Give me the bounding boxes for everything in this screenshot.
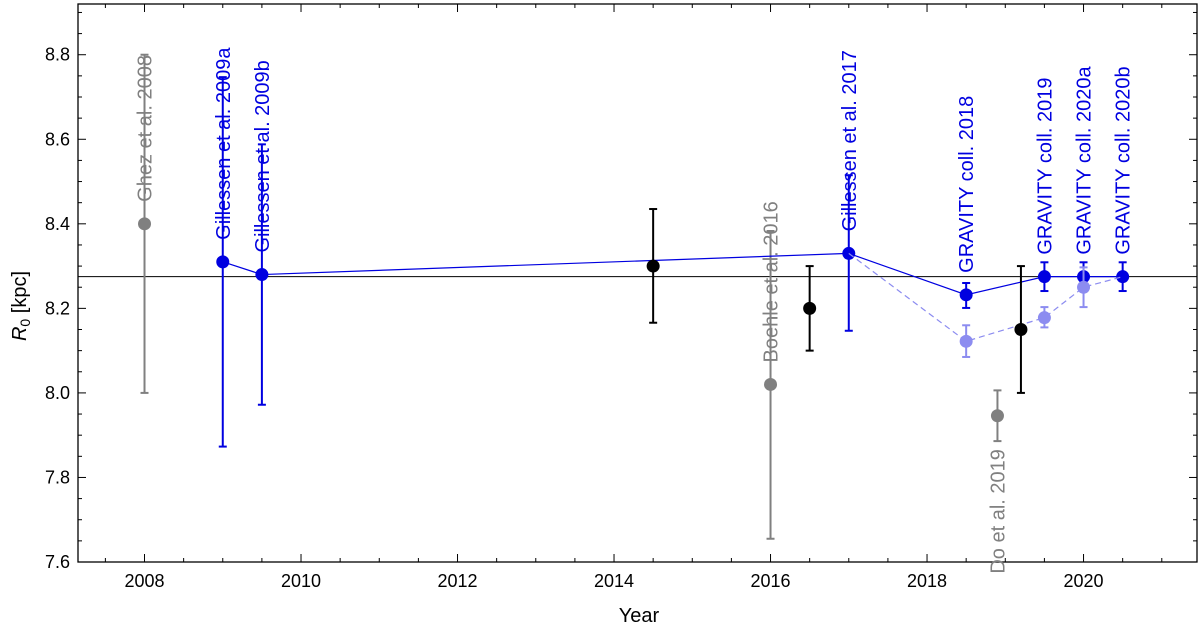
point-annotation: Gillessen et al. 2009b	[252, 60, 274, 252]
series-line-lightblue	[848, 252, 1123, 342]
point-annotation: GRAVITY coll. 2020a	[1074, 66, 1096, 255]
y-tick-label: 8.8	[45, 45, 70, 65]
point-annotation: Gillessen et al. 2009a	[213, 47, 235, 240]
axes-layer: 2008 2010 2012 2014 2016 2018 2020 7.6 7.8 8.0 8.2…	[45, 3, 1198, 591]
point-annotation: Gillessen et al. 2017	[839, 50, 861, 231]
data-point-blue	[1037, 270, 1051, 284]
x-tick-label: 2012	[437, 571, 477, 591]
y-tick-label: 7.6	[45, 552, 70, 572]
x-tick-label: 2010	[281, 571, 321, 591]
series-layer	[138, 53, 1130, 540]
data-point-black	[1014, 323, 1028, 336]
data-point-black	[646, 259, 660, 273]
x-tick-label: 2018	[907, 571, 947, 591]
y-tick-label: 8.6	[45, 129, 70, 149]
series-line-blue	[222, 252, 1123, 296]
x-tick-label: 2014	[594, 571, 634, 591]
x-tick-label: 2016	[751, 571, 791, 591]
data-point-blue	[959, 288, 973, 302]
y-tick-label: 8.4	[45, 214, 70, 234]
y-tick-label: 7.8	[45, 467, 70, 487]
data-point-black	[803, 301, 817, 315]
x-axis-label: Year	[619, 605, 660, 627]
y-axis-label-rest: [kpc]	[9, 271, 31, 319]
data-point-lightblue	[1037, 311, 1051, 325]
point-annotation: Do et al. 2019	[987, 449, 1009, 574]
point-annotation: GRAVITY coll. 2020b	[1113, 66, 1135, 254]
data-point-gray	[138, 217, 152, 231]
data-point-blue	[216, 255, 230, 269]
y-tick-label: 8.2	[45, 298, 70, 318]
point-annotation: GRAVITY coll. 2018	[956, 96, 978, 273]
y-axis-label: R0 [kpc]	[9, 271, 33, 341]
x-tick-label: 2008	[124, 571, 164, 591]
data-point-lightblue	[1077, 280, 1091, 294]
y-axis-label-main: R	[9, 327, 31, 341]
y-axis-label-sub: 0	[17, 319, 33, 327]
data-point-blue	[255, 268, 269, 282]
data-point-lightblue	[959, 334, 973, 348]
x-tick-label: 2020	[1064, 571, 1104, 591]
plot-frame	[77, 3, 1198, 563]
annotations-layer: Ghez et al. 2008 Boehle et al. 2016 Do et …	[135, 47, 1135, 574]
data-point-blue	[1116, 270, 1130, 284]
data-point-gray	[990, 409, 1004, 423]
point-annotation: Boehle et al. 2016	[761, 201, 783, 362]
data-point-gray	[764, 377, 778, 391]
point-annotation: GRAVITY coll. 2019	[1034, 78, 1056, 255]
y-tick-label: 8.0	[45, 383, 70, 403]
point-annotation: Ghez et al. 2008	[135, 55, 157, 202]
